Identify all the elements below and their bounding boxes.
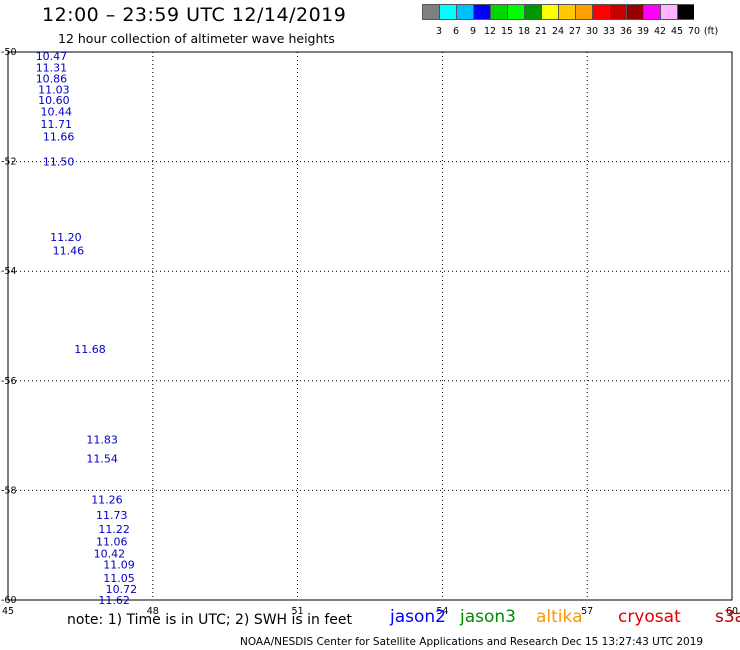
colorbar-swatch (507, 4, 524, 20)
wave-height-label: 11.73 (96, 509, 128, 522)
x-tick-label: 48 (147, 606, 159, 617)
colorbar-swatch (541, 4, 558, 20)
legend-item-cryosat: cryosat (618, 607, 681, 627)
colorbar-swatch (422, 4, 439, 20)
x-tick-label: 51 (292, 606, 304, 617)
colorbar-swatch (643, 4, 660, 20)
wave-height-label: 10.47 (36, 50, 68, 63)
y-tick-label: -60 (1, 595, 17, 606)
colorbar-swatch (524, 4, 541, 20)
y-tick-label: -58 (1, 485, 17, 496)
colorbar-label: 3 (435, 26, 443, 37)
legend-item-altika: altika (536, 607, 583, 627)
wave-height-label: 11.09 (103, 558, 135, 571)
colorbar-label: 27 (568, 26, 582, 37)
colorbar-label: (ft) (703, 26, 719, 37)
colorbar-label: 33 (602, 26, 616, 37)
colorbar-swatch (660, 4, 677, 20)
colorbar-label: 15 (500, 26, 514, 37)
colorbar-label: 39 (636, 26, 650, 37)
wave-height-label: 11.66 (43, 130, 75, 143)
colorbar-swatch (575, 4, 592, 20)
colorbar-swatch (626, 4, 643, 20)
wave-height-label: 11.03 (38, 83, 70, 96)
wave-height-label: 11.50 (43, 156, 75, 169)
colorbar-swatch (677, 4, 694, 20)
wave-height-label: 10.60 (38, 94, 70, 107)
footer-note: note: 1) Time is in UTC; 2) SWH is in fe… (67, 612, 353, 628)
colorbar-label: 12 (483, 26, 497, 37)
y-tick-label: -52 (1, 157, 17, 168)
colorbar-swatch (592, 4, 609, 20)
x-tick-label: 60 (726, 606, 738, 617)
colorbar-label: 9 (469, 26, 477, 37)
colorbar-swatch (456, 4, 473, 20)
wave-height-label: 10.44 (41, 106, 73, 119)
wave-height-colorbar: 3 6 9 12 15 18 21 24 27 30 33 36 39 42 45 70 (ft) (422, 4, 718, 37)
colorbar-label: 70 (687, 26, 701, 37)
page-subtitle: 12 hour collection of altimeter wave hei… (58, 31, 335, 46)
wave-height-label: 11.46 (53, 244, 85, 257)
legend-item-s3a: s3a (715, 607, 740, 627)
x-tick-label: 57 (581, 606, 593, 617)
x-tick-label: 54 (436, 606, 448, 617)
legend-item-jason2: jason2 (390, 607, 446, 627)
colorbar-label: 30 (585, 26, 599, 37)
colorbar-label: 42 (653, 26, 667, 37)
y-tick-label: -50 (1, 47, 17, 58)
x-tick-label: 45 (2, 606, 14, 617)
wave-height-label: 11.26 (91, 494, 123, 507)
colorbar-label: 36 (619, 26, 633, 37)
wave-height-label: 11.05 (103, 572, 135, 585)
colorbar-label: 18 (517, 26, 531, 37)
colorbar-swatch (558, 4, 575, 20)
wave-height-label: 11.62 (98, 594, 130, 607)
wave-height-label: 11.54 (86, 453, 118, 466)
wave-height-label: 11.68 (74, 343, 106, 356)
wave-height-label: 10.86 (36, 72, 68, 85)
wave-height-label: 11.83 (86, 433, 118, 446)
credit-line: NOAA/NESDIS Center for Satellite Applica… (240, 636, 704, 648)
colorbar-label: 6 (452, 26, 460, 37)
colorbar-label: 45 (670, 26, 684, 37)
colorbar-label: 21 (534, 26, 548, 37)
colorbar-swatch (439, 4, 456, 20)
wave-height-label: 11.20 (50, 231, 82, 244)
colorbar-label: 24 (551, 26, 565, 37)
wave-height-label: 11.71 (41, 118, 73, 131)
wave-height-label: 10.42 (94, 547, 126, 560)
colorbar-swatch (473, 4, 490, 20)
map-frame (7, 51, 733, 601)
wave-height-label: 10.72 (106, 583, 138, 596)
y-tick-label: -54 (1, 266, 17, 277)
colorbar-swatch (490, 4, 507, 20)
legend-item-jason3: jason3 (460, 607, 516, 627)
wave-height-label: 11.06 (96, 535, 128, 548)
page-title: 12:00 – 23:59 UTC 12/14/2019 (42, 4, 347, 26)
wave-height-label: 11.22 (98, 523, 130, 536)
wave-height-label: 11.31 (36, 61, 68, 74)
colorbar-swatch (609, 4, 626, 20)
y-tick-label: -56 (1, 376, 17, 387)
